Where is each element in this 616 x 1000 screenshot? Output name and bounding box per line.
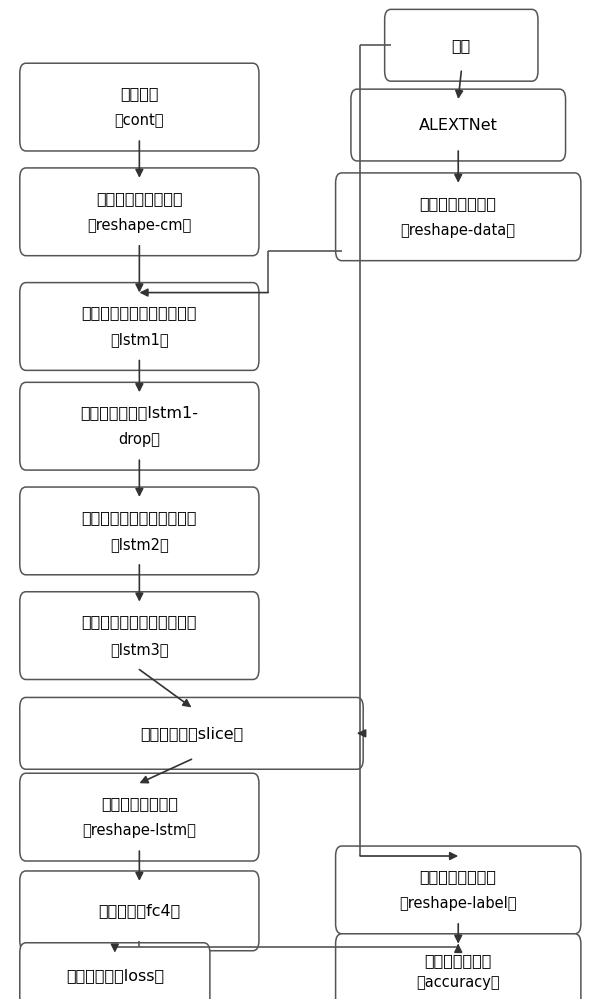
Text: （reshape-cm）: （reshape-cm） bbox=[87, 218, 192, 233]
Text: 损失函数层（loss）: 损失函数层（loss） bbox=[66, 968, 164, 983]
Text: 输出分类精确度: 输出分类精确度 bbox=[424, 953, 492, 968]
FancyBboxPatch shape bbox=[20, 592, 259, 680]
Text: 长短时循环递归神经网络层: 长短时循环递归神经网络层 bbox=[81, 615, 197, 630]
Text: （reshape-label）: （reshape-label） bbox=[400, 896, 517, 911]
FancyBboxPatch shape bbox=[336, 934, 581, 1000]
FancyBboxPatch shape bbox=[384, 9, 538, 81]
FancyBboxPatch shape bbox=[20, 283, 259, 370]
Text: （cont）: （cont） bbox=[115, 113, 164, 128]
FancyBboxPatch shape bbox=[20, 63, 259, 151]
FancyBboxPatch shape bbox=[20, 382, 259, 470]
FancyBboxPatch shape bbox=[20, 773, 259, 861]
Text: 长短时循环递归神经网络层: 长短时循环递归神经网络层 bbox=[81, 305, 197, 320]
Text: 防止过拟合层（lstm1-: 防止过拟合层（lstm1- bbox=[80, 405, 198, 420]
Text: 全连接层（fc4）: 全连接层（fc4） bbox=[98, 903, 180, 918]
Text: （lstm1）: （lstm1） bbox=[110, 333, 169, 348]
Text: ALEXTNet: ALEXTNet bbox=[419, 118, 498, 133]
Text: 时间戳层: 时间戳层 bbox=[120, 86, 158, 101]
Text: 改变输入数据维度: 改变输入数据维度 bbox=[419, 196, 496, 211]
FancyBboxPatch shape bbox=[20, 871, 259, 951]
Text: （lstm2）: （lstm2） bbox=[110, 537, 169, 552]
Text: drop）: drop） bbox=[118, 432, 160, 447]
FancyBboxPatch shape bbox=[336, 173, 581, 261]
FancyBboxPatch shape bbox=[20, 943, 210, 1000]
Text: 输出切分层（slice）: 输出切分层（slice） bbox=[140, 726, 243, 741]
Text: （lstm3）: （lstm3） bbox=[110, 642, 169, 657]
Text: 改变输入时间戳维度: 改变输入时间戳维度 bbox=[96, 191, 183, 206]
Text: （accuracy）: （accuracy） bbox=[416, 975, 500, 990]
Text: （reshape-data）: （reshape-data） bbox=[401, 223, 516, 238]
Text: 长短时循环递归神经网络层: 长短时循环递归神经网络层 bbox=[81, 510, 197, 525]
FancyBboxPatch shape bbox=[20, 697, 363, 769]
FancyBboxPatch shape bbox=[351, 89, 565, 161]
Text: 数据: 数据 bbox=[452, 38, 471, 53]
Text: 改变输入标签维度: 改变输入标签维度 bbox=[419, 869, 496, 884]
FancyBboxPatch shape bbox=[20, 168, 259, 256]
Text: （reshape-lstm）: （reshape-lstm） bbox=[83, 823, 197, 838]
FancyBboxPatch shape bbox=[20, 487, 259, 575]
FancyBboxPatch shape bbox=[336, 846, 581, 934]
Text: 改变输入数据维度: 改变输入数据维度 bbox=[101, 796, 178, 811]
